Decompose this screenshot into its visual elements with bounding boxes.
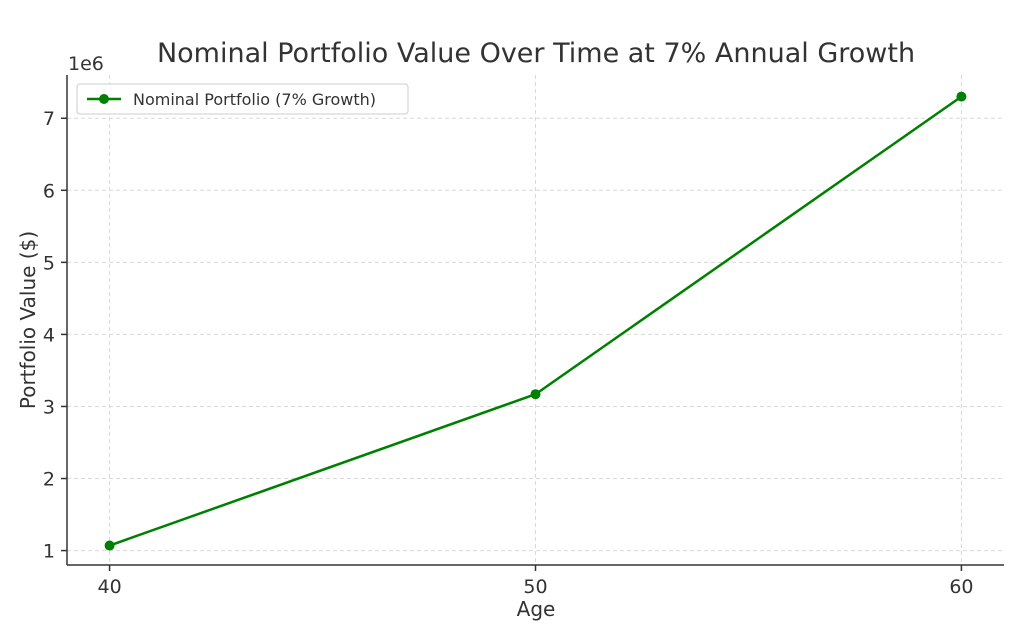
series-layer — [104, 91, 967, 551]
y-axis-label: Portfolio Value ($) — [16, 231, 40, 409]
x-axis-label: Age — [517, 597, 556, 621]
y-tick-label: 6 — [43, 180, 55, 202]
ticks-layer: 40 50 60 1 2 3 4 5 6 7 — [43, 108, 974, 598]
data-point-marker — [104, 540, 115, 551]
x-tick-label: 50 — [523, 576, 547, 598]
legend-marker-swatch — [99, 94, 109, 104]
y-tick-label: 2 — [43, 469, 55, 491]
legend-box — [76, 83, 409, 115]
data-point-marker — [530, 389, 541, 400]
chart-title: Nominal Portfolio Value Over Time at 7% … — [157, 38, 915, 69]
legend: Nominal Portfolio (7% Growth) — [76, 83, 409, 115]
x-tick-label: 60 — [949, 576, 973, 598]
legend-label: Nominal Portfolio (7% Growth) — [133, 90, 376, 109]
y-tick-label: 1 — [43, 541, 55, 563]
grid-layer — [67, 75, 1004, 565]
y-tick-label: 3 — [43, 396, 55, 418]
y-tick-label: 7 — [43, 108, 55, 130]
y-tick-label: 4 — [43, 324, 55, 346]
y-axis-offset-label: 1e6 — [68, 53, 104, 75]
x-tick-label: 40 — [97, 576, 121, 598]
data-point-marker — [956, 91, 967, 102]
y-tick-label: 5 — [43, 252, 55, 274]
